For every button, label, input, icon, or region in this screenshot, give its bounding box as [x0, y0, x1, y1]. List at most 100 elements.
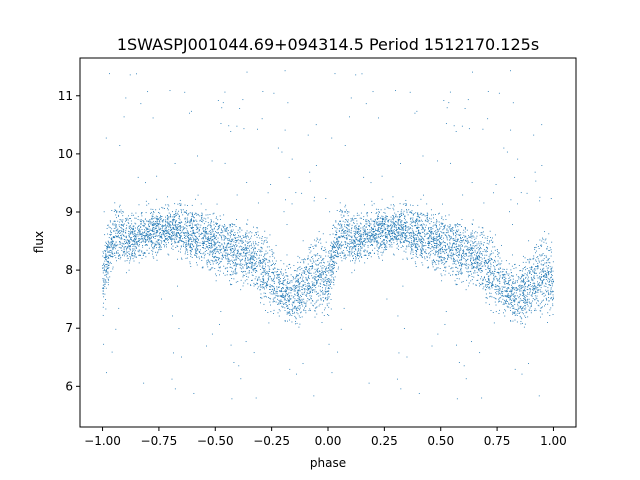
- data-point: [253, 268, 255, 270]
- data-point: [518, 312, 520, 314]
- data-point: [331, 287, 333, 289]
- data-point: [470, 246, 472, 248]
- data-point: [167, 216, 169, 218]
- data-point: [143, 222, 145, 224]
- data-point: [498, 92, 500, 94]
- data-point: [430, 253, 432, 255]
- data-point: [494, 260, 496, 262]
- data-point: [106, 264, 108, 266]
- data-point: [291, 321, 293, 323]
- data-point: [419, 238, 421, 240]
- data-point: [354, 260, 356, 262]
- data-point: [180, 203, 182, 205]
- data-point: [325, 268, 327, 269]
- data-point: [457, 226, 459, 228]
- data-point: [290, 298, 292, 300]
- data-point: [427, 237, 429, 239]
- data-point: [186, 246, 188, 248]
- data-point: [235, 264, 237, 266]
- data-point: [225, 267, 227, 269]
- data-point: [141, 233, 143, 235]
- data-point: [482, 251, 484, 252]
- data-point: [194, 248, 196, 250]
- data-point: [195, 212, 197, 214]
- data-point: [512, 313, 513, 315]
- data-point: [321, 267, 323, 269]
- data-point: [226, 245, 228, 247]
- data-point: [354, 217, 356, 219]
- data-point: [306, 300, 308, 302]
- data-point: [107, 268, 109, 270]
- data-point: [419, 224, 421, 226]
- data-point: [349, 251, 351, 253]
- data-point: [209, 252, 211, 254]
- data-point: [446, 252, 447, 254]
- data-point: [303, 293, 305, 295]
- data-point: [127, 219, 129, 221]
- data-point: [246, 247, 248, 249]
- data-point: [196, 220, 198, 222]
- data-point: [182, 241, 184, 243]
- data-point: [393, 242, 395, 244]
- data-point: [141, 229, 143, 230]
- data-point: [472, 267, 474, 269]
- data-point: [209, 254, 211, 256]
- data-point: [395, 216, 397, 217]
- data-point: [517, 203, 518, 205]
- data-point: [238, 246, 240, 248]
- data-point: [105, 255, 107, 257]
- data-point: [397, 216, 399, 218]
- data-point: [499, 309, 500, 311]
- data-point: [411, 212, 413, 214]
- data-point: [487, 258, 489, 260]
- data-point: [175, 247, 177, 248]
- data-point: [119, 243, 121, 245]
- data-point: [378, 236, 380, 238]
- data-point: [501, 274, 503, 276]
- data-point: [120, 227, 122, 229]
- data-point: [375, 221, 377, 223]
- data-point: [328, 272, 330, 274]
- data-point: [335, 249, 337, 251]
- data-point: [341, 244, 343, 246]
- data-point: [246, 266, 247, 268]
- data-point: [372, 239, 374, 240]
- data-point: [137, 233, 139, 235]
- data-point: [418, 219, 420, 221]
- data-point: [168, 229, 170, 231]
- data-point: [330, 279, 332, 281]
- data-point: [477, 268, 479, 270]
- data-point: [402, 232, 404, 234]
- data-point: [222, 231, 224, 233]
- data-point: [402, 236, 404, 238]
- data-point: [487, 276, 489, 278]
- data-point: [346, 247, 347, 249]
- data-point: [202, 227, 204, 229]
- data-point: [325, 274, 327, 275]
- data-point: [368, 232, 370, 234]
- data-point: [552, 296, 554, 298]
- data-point: [461, 244, 463, 246]
- data-point: [468, 282, 470, 284]
- data-point: [420, 212, 422, 214]
- data-point: [121, 224, 123, 225]
- data-point: [211, 233, 213, 235]
- data-point: [510, 272, 512, 274]
- data-point: [298, 284, 300, 286]
- data-point: [539, 239, 541, 241]
- data-point: [169, 233, 171, 235]
- data-point: [186, 249, 188, 251]
- data-point: [429, 236, 431, 237]
- data-point: [395, 221, 397, 223]
- data-point: [216, 260, 218, 262]
- data-point: [428, 245, 430, 247]
- data-point: [552, 261, 554, 263]
- data-point: [531, 267, 533, 269]
- data-point: [336, 251, 338, 253]
- data-point: [317, 253, 319, 255]
- data-point: [430, 251, 432, 253]
- data-point: [307, 277, 309, 279]
- data-point: [165, 238, 166, 240]
- data-point: [510, 310, 511, 311]
- data-point: [420, 224, 422, 226]
